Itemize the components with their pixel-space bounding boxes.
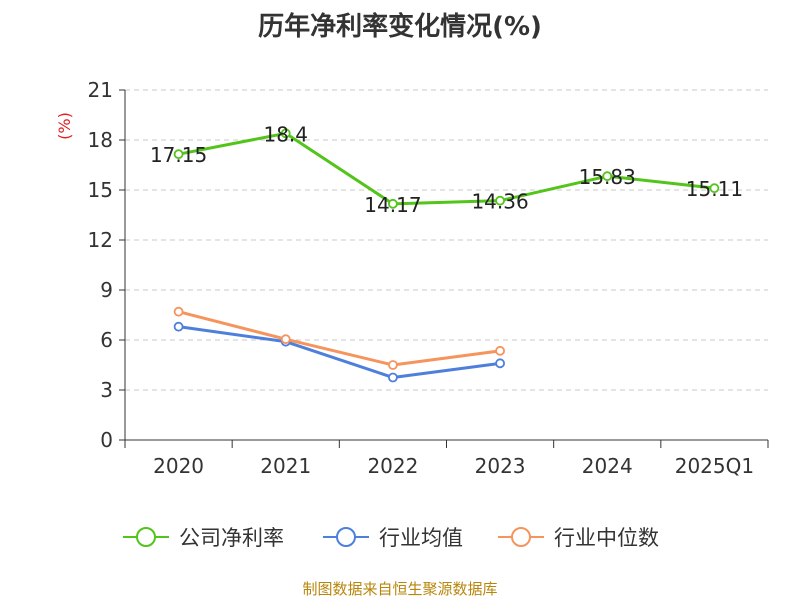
x-tick-label: 2024 (582, 454, 633, 478)
x-tick-label: 2020 (153, 454, 204, 478)
legend-marker (511, 527, 531, 547)
data-labels: 17.15 18.4 14.17 14.36 15.83 15.11 (150, 122, 743, 217)
x-tick-label: 2025Q1 (675, 454, 754, 478)
grid-lines (125, 89, 768, 391)
legend-label: 行业中位数 (554, 526, 659, 550)
data-label: 18.4 (263, 122, 308, 146)
data-point (495, 195, 505, 206)
y-tick-label: 6 (100, 328, 113, 352)
data-point (280, 128, 291, 139)
data-label: 15.83 (579, 165, 636, 189)
data-point (388, 360, 398, 370)
y-axis-label: (%) (55, 112, 74, 140)
data-point (388, 372, 398, 383)
data-point (280, 334, 291, 345)
legend: 公司净利率 行业均值 行业中位数 (123, 526, 659, 550)
source-note: 制图数据来自恒生聚源数据库 (302, 580, 498, 598)
x-tick-label: 2021 (260, 454, 311, 478)
series-line (178, 310, 501, 367)
data-point (173, 149, 184, 160)
y-tick-label: 12 (88, 228, 113, 252)
axes: 0 3 6 9 12 15 18 21 (%) 2020 2021 2022 2023 2024 2025Q… (55, 78, 769, 478)
x-tick-label: 2023 (475, 454, 526, 478)
data-point (173, 306, 184, 317)
data-point (495, 358, 505, 369)
data-point (602, 171, 613, 182)
y-tick-label: 9 (100, 278, 113, 302)
series-line (178, 131, 715, 206)
data-label: 14.36 (471, 190, 528, 214)
data-point (495, 345, 505, 356)
x-tick-label: 2022 (367, 454, 418, 478)
data-label: 15.11 (686, 177, 743, 201)
data-label: 14.17 (364, 193, 421, 217)
data-point (173, 321, 184, 332)
legend-label: 行业均值 (379, 526, 463, 550)
y-tick-label: 18 (88, 128, 113, 152)
legend-marker (136, 527, 156, 547)
series-line (178, 325, 501, 379)
chart-title: 历年净利率变化情况(%) (258, 12, 542, 42)
y-tick-label: 15 (88, 178, 113, 202)
data-point (388, 198, 398, 209)
y-tick-label: 0 (100, 428, 113, 452)
y-tick-label: 3 (100, 378, 113, 402)
legend-marker (336, 527, 356, 547)
legend-label: 公司净利率 (179, 526, 284, 550)
series-lines (173, 128, 720, 383)
data-label: 17.15 (150, 143, 207, 167)
data-point (709, 183, 720, 194)
y-tick-label: 21 (88, 78, 113, 102)
